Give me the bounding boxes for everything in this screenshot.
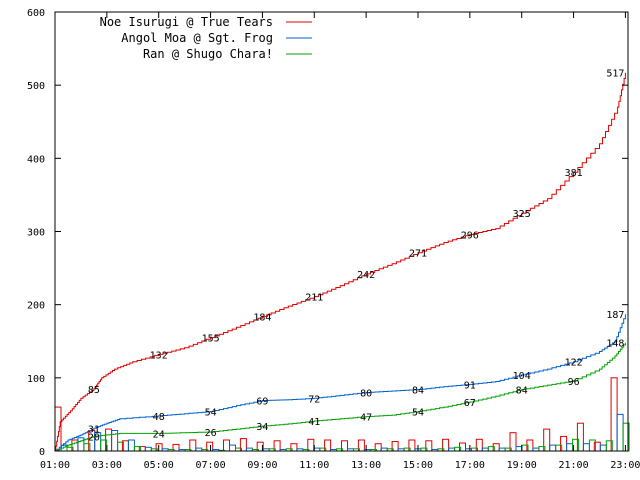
x-tick-label: 01:00 [40,460,70,471]
series-line [55,72,626,452]
y-tick-label: 300 [27,228,45,239]
legend-label: Noe Isurugi @ True Tears [100,15,273,29]
data-label: 148 [606,339,624,350]
data-label: 325 [513,209,531,220]
data-label: 72 [308,394,320,405]
data-label: 24 [153,429,165,440]
data-label: 271 [409,249,427,260]
x-tick-label: 23:00 [610,460,640,471]
data-label: 155 [202,334,220,345]
data-label: 26 [205,428,217,439]
data-label: 47 [360,413,372,424]
data-label: 54 [412,408,424,419]
data-label: 54 [205,408,217,419]
x-tick-label: 03:00 [92,460,122,471]
y-tick-label: 400 [27,154,45,165]
data-label: 122 [565,358,583,369]
data-label: 20 [88,432,100,443]
x-tick-label: 17:00 [455,460,485,471]
data-label: 80 [360,389,372,400]
data-label: 67 [464,398,476,409]
data-label: 84 [412,386,424,397]
legend-label: Ran @ Shugo Chara! [143,47,273,61]
series-line [55,314,626,452]
data-label: 84 [516,386,528,397]
y-tick-label: 500 [27,81,45,92]
y-tick-label: 600 [27,8,45,19]
data-label: 187 [606,310,624,321]
data-label: 517 [606,69,624,80]
data-label: 41 [308,417,320,428]
series-line [55,342,626,452]
data-label: 69 [256,397,268,408]
series-lines [55,72,626,452]
legend-label: Angol Moa @ Sgt. Frog [121,31,273,45]
data-label: 91 [464,380,476,391]
x-tick-label: 21:00 [558,460,588,471]
x-tick-label: 09:00 [247,460,277,471]
x-tick-label: 05:00 [144,460,174,471]
axes: 0 100 200 300 400 500 600 01:00 03:00 05:00 07:00 0… [27,8,640,471]
x-tick-label: 07:00 [196,460,226,471]
legend: Noe Isurugi @ True Tears Angol Moa @ Sgt.… [100,15,312,61]
data-label: 242 [357,270,375,281]
data-label: 85 [88,385,100,396]
data-label: 31 [88,424,100,435]
data-label: 381 [565,168,583,179]
data-label: 104 [513,371,531,382]
data-label: 34 [256,422,268,433]
data-labels: 85 132 155 184 211 242 271 296 325 381 517 31 48 54 69… [88,69,625,444]
data-label: 48 [153,412,165,423]
x-tick-label: 19:00 [507,460,537,471]
y-tick-label: 0 [39,447,45,458]
data-label: 132 [150,350,168,361]
y-tick-label: 200 [27,301,45,312]
data-label: 211 [305,293,323,304]
x-tick-label: 11:00 [299,460,329,471]
data-label: 96 [568,377,580,388]
x-tick-label: 15:00 [403,460,433,471]
y-tick-label: 100 [27,374,45,385]
data-label: 184 [253,312,271,323]
data-label: 296 [461,230,479,241]
x-tick-label: 13:00 [351,460,381,471]
